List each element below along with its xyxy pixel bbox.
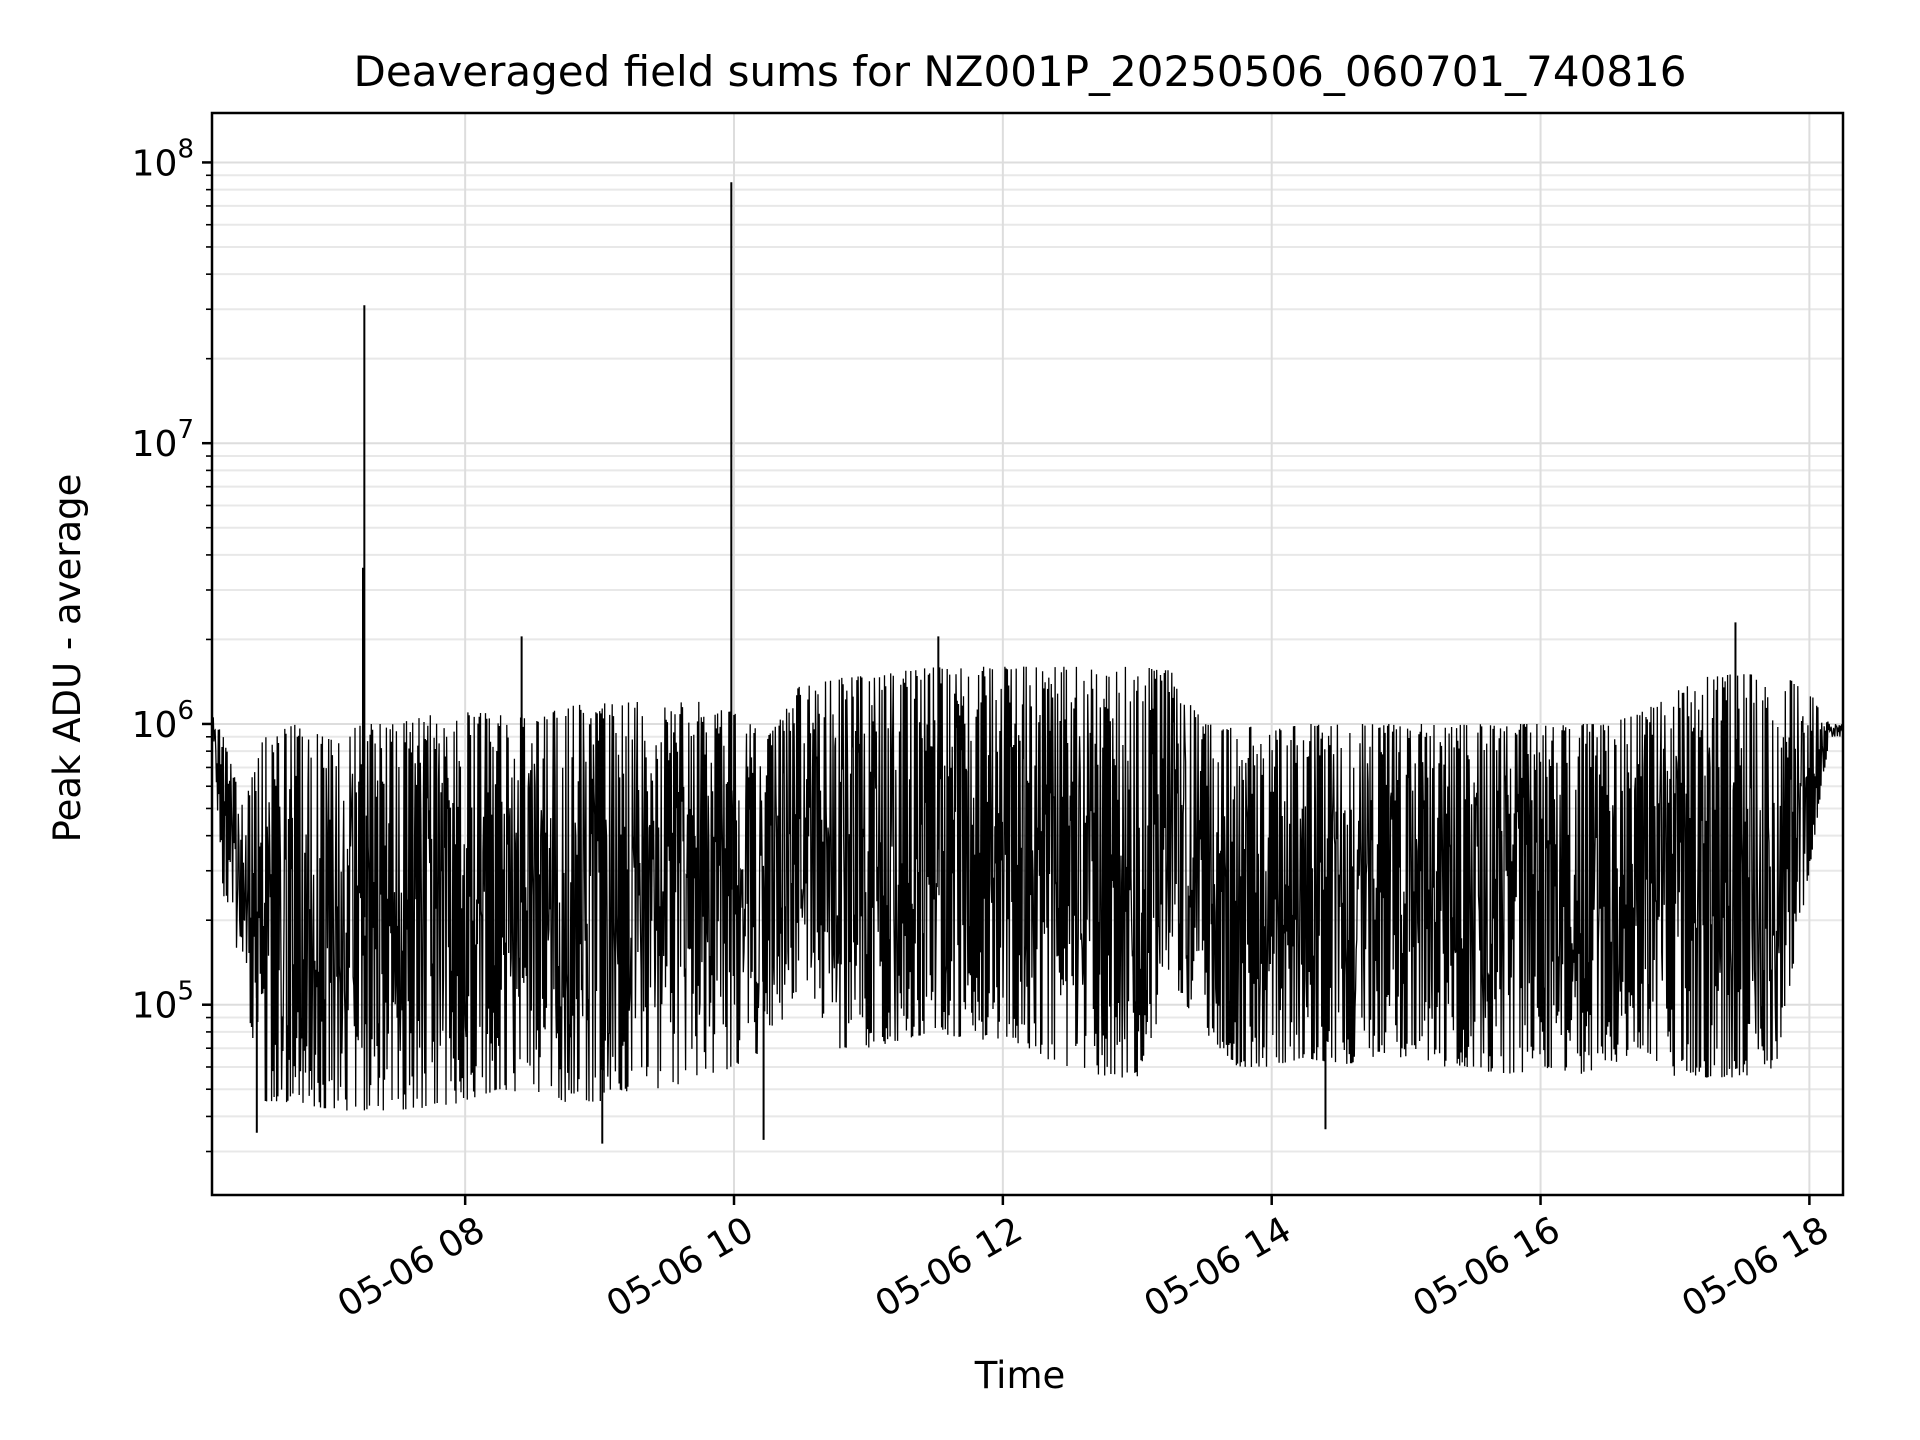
y-tick-label: 108	[132, 134, 194, 184]
series-line	[211, 666, 1844, 1111]
y-tick-label: 106	[132, 696, 194, 746]
chart-title: Deaveraged field sums for NZ001P_2025050…	[354, 47, 1687, 96]
plot-frame	[210, 111, 1845, 1197]
y-axis-label: Peak ADU - average	[46, 474, 89, 843]
y-tick-label: 105	[132, 977, 194, 1027]
x-tick-label: 05-06 10	[600, 1209, 761, 1325]
x-tick-label: 05-06 08	[331, 1209, 492, 1325]
x-tick-label: 05-06 18	[1675, 1209, 1836, 1325]
x-tick-label: 05-06 14	[1138, 1209, 1299, 1325]
x-tick-label: 05-06 16	[1406, 1209, 1567, 1325]
y-axis-ticks: 105 106 107 108	[132, 134, 212, 1153]
x-tick-label: 05-06 12	[869, 1209, 1030, 1325]
x-axis-label: Time	[974, 1354, 1066, 1397]
y-tick-label: 107	[132, 415, 194, 465]
x-axis-ticks: 05-06 08 05-06 10 05-06 12 05-06 14 05-06 16…	[331, 1195, 1836, 1326]
series-layer	[211, 182, 1844, 1144]
